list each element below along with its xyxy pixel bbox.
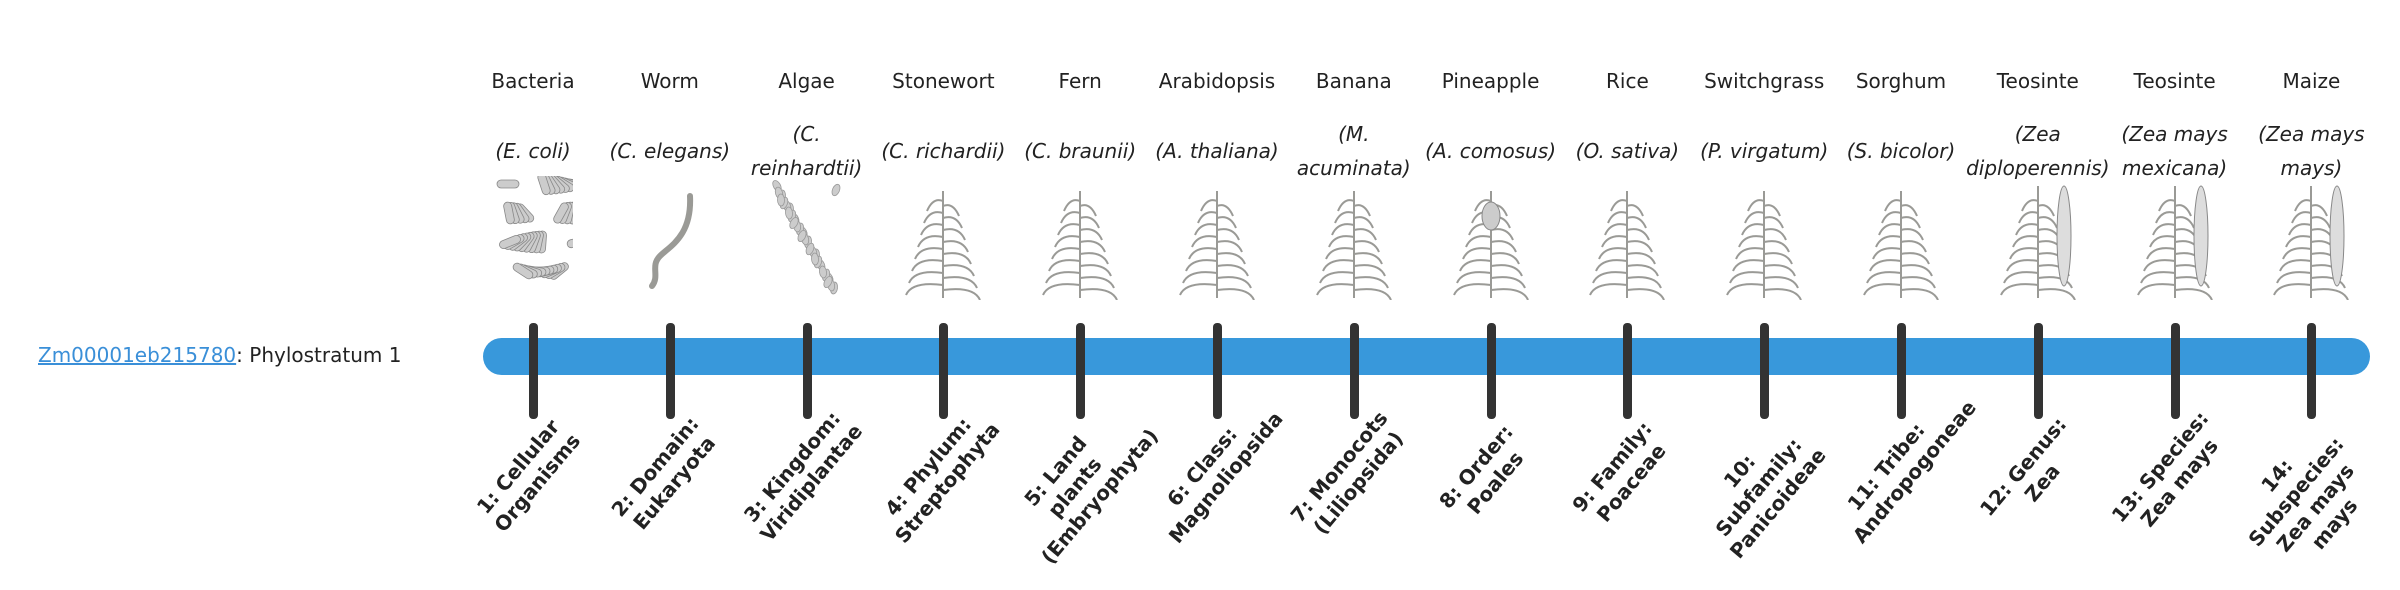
stratum-tick[interactable] bbox=[1076, 323, 1086, 419]
gene-id-link[interactable]: Zm00001eb215780 bbox=[38, 343, 237, 367]
stratum-tick[interactable] bbox=[1349, 323, 1359, 419]
taxonomic-level-label: 13: Species: Zea mays bbox=[2106, 406, 2223, 532]
bacteria-icon bbox=[496, 176, 573, 280]
taxonomic-level-label: 8: Order: Poales bbox=[1433, 420, 1528, 519]
phylostrata-timeline-bar bbox=[483, 338, 2370, 375]
arabidopsis-icon bbox=[1179, 191, 1255, 300]
teosinte-icon bbox=[2136, 185, 2213, 300]
organism-common-name: Maize bbox=[2282, 69, 2341, 93]
stratum-tick[interactable] bbox=[529, 323, 538, 419]
organism-scientific-name: (C. richardii) bbox=[881, 139, 1006, 163]
organism-scientific-name: (O. sativa) bbox=[1575, 139, 1680, 163]
organism-scientific-name: (Zea mays mexicana) bbox=[2121, 122, 2228, 180]
stratum-tick[interactable] bbox=[1213, 323, 1222, 419]
organism-common-name: Rice bbox=[1606, 69, 1649, 93]
organism-common-name: Algae bbox=[778, 69, 835, 93]
taxonomic-level-label: 10: Subfamily: Panicoideae bbox=[1710, 433, 1831, 564]
organism-scientific-name: (Zea mays mays) bbox=[2258, 122, 2365, 180]
taxonomic-level-label: 7: Monocots (Liliopsida) bbox=[1285, 406, 1408, 539]
taxonomic-level-label: 6: Class: Magnoliopsida bbox=[1162, 406, 1288, 548]
organism-common-name: Teosinte bbox=[2133, 69, 2216, 93]
stonewort-icon bbox=[905, 191, 982, 300]
taxonomic-level-label: 5: Land plants (Embryophyta) bbox=[1019, 423, 1164, 569]
taxonomic-level-label: 11: Tribe: Andropogoneae bbox=[1842, 395, 1981, 548]
organism-common-name: Bacteria bbox=[491, 69, 575, 93]
switchgrass-icon bbox=[1726, 191, 1803, 300]
taxonomic-level-label: 3: Kingdom: Viridiplantae bbox=[738, 406, 867, 547]
stratum-tick[interactable] bbox=[802, 323, 812, 419]
stratum-tick[interactable] bbox=[665, 323, 675, 419]
sorghum-icon bbox=[1863, 191, 1939, 300]
organism-common-name: Pineapple bbox=[1441, 69, 1540, 93]
taxonomic-level-label: 1: Cellular Organisms bbox=[471, 414, 586, 537]
organism-scientific-name: (S. bicolor) bbox=[1846, 139, 1956, 163]
organism-common-name: Sorghum bbox=[1855, 69, 1947, 93]
fern-icon bbox=[1042, 191, 1119, 300]
organism-common-name: Fern bbox=[1058, 69, 1102, 93]
organism-common-name: Worm bbox=[640, 69, 699, 93]
organism-scientific-name: (A. comosus) bbox=[1425, 139, 1557, 163]
organism-common-name: Teosinte bbox=[1996, 69, 2079, 93]
taxonomic-level-label: 14: Subspecies: Zea mays mays bbox=[2243, 432, 2363, 557]
phylostratum-text: : Phylostratum 1 bbox=[236, 343, 402, 367]
organism-scientific-name: (P. virgatum) bbox=[1700, 139, 1829, 163]
stratum-tick[interactable] bbox=[1623, 323, 1633, 419]
worm-icon bbox=[648, 193, 693, 289]
maize-icon bbox=[2273, 185, 2350, 300]
organism-common-name: Banana bbox=[1315, 69, 1392, 93]
stratum-tick[interactable] bbox=[939, 323, 949, 419]
organism-common-name: Stonewort bbox=[892, 69, 995, 93]
organism-scientific-name: (C. braunii) bbox=[1024, 139, 1137, 163]
taxonomic-level-label: 12: Genus: Zea bbox=[1974, 412, 2071, 521]
banana-plant-icon bbox=[1315, 191, 1392, 300]
algae-icon bbox=[771, 180, 840, 295]
taxonomic-level-label: 4: Phylum: Streptophyta bbox=[880, 412, 1005, 548]
taxonomic-level-label: 9: Family: Poaceae bbox=[1567, 416, 1672, 527]
organism-scientific-name: (A. thaliana) bbox=[1155, 139, 1279, 163]
organism-scientific-name: (E. coli) bbox=[495, 139, 571, 163]
taxonomic-level-label: 2: Domain: Eukaryota bbox=[606, 411, 720, 535]
organism-scientific-name: (M. acuminata) bbox=[1296, 122, 1411, 180]
organism-common-name: Arabidopsis bbox=[1158, 69, 1276, 93]
stratum-tick[interactable] bbox=[2033, 323, 2043, 419]
stratum-tick[interactable] bbox=[1897, 323, 1906, 419]
rice-plant-icon bbox=[1589, 191, 1666, 300]
teosinte-icon bbox=[1999, 185, 2076, 300]
stratum-tick[interactable] bbox=[1760, 323, 1770, 419]
organism-scientific-name: (Zea diploperennis) bbox=[1966, 122, 2110, 180]
stratum-tick[interactable] bbox=[2307, 323, 2317, 419]
stratum-tick[interactable] bbox=[1486, 323, 1496, 419]
organism-scientific-name: (C. elegans) bbox=[609, 139, 731, 163]
organism-scientific-name: (C. reinhardtii) bbox=[750, 122, 863, 180]
gene-label: Zm00001eb215780: Phylostratum 1 bbox=[38, 340, 401, 370]
stratum-tick[interactable] bbox=[2170, 323, 2180, 419]
organism-common-name: Switchgrass bbox=[1704, 69, 1825, 93]
pineapple-plant-icon bbox=[1452, 191, 1529, 300]
